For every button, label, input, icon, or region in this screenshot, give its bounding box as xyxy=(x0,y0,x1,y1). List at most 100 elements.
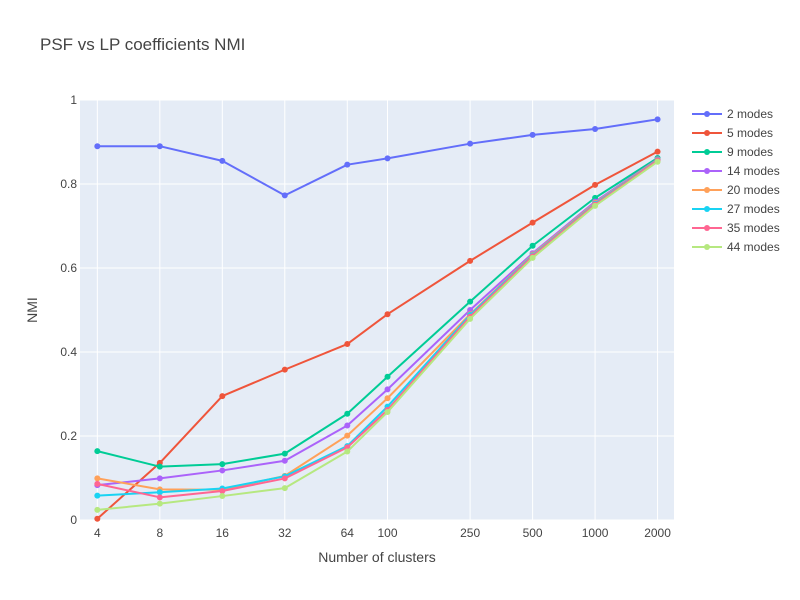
data-point xyxy=(344,410,351,417)
data-point xyxy=(344,432,351,439)
data-point xyxy=(94,475,101,482)
data-point xyxy=(94,492,101,499)
series-line xyxy=(97,159,659,499)
data-point xyxy=(94,448,101,455)
series-layer xyxy=(94,116,661,522)
data-point xyxy=(467,257,474,264)
legend-marker xyxy=(704,225,710,231)
legend-item[interactable]: 9 modes xyxy=(692,145,773,159)
data-point xyxy=(529,219,536,226)
y-axis-title: NMI xyxy=(24,297,40,323)
data-point xyxy=(384,386,391,393)
data-point xyxy=(281,475,288,482)
data-point xyxy=(467,140,474,147)
x-axis-title: Number of clusters xyxy=(318,549,435,565)
data-point xyxy=(156,475,163,482)
data-point xyxy=(467,315,474,322)
legend-label: 9 modes xyxy=(727,145,773,159)
legend-item[interactable]: 20 modes xyxy=(692,183,780,197)
data-point xyxy=(344,448,351,455)
data-point xyxy=(219,393,226,400)
data-point xyxy=(94,480,101,487)
legend-label: 27 modes xyxy=(727,202,780,216)
data-point xyxy=(344,422,351,429)
legend-item[interactable]: 27 modes xyxy=(692,202,780,216)
data-point xyxy=(94,506,101,513)
y-tick-label: 0.6 xyxy=(60,261,77,275)
data-point xyxy=(384,409,391,416)
x-tick-label: 1000 xyxy=(582,526,609,540)
data-point xyxy=(384,395,391,402)
data-point xyxy=(94,515,101,522)
series xyxy=(94,116,661,199)
legend-label: 20 modes xyxy=(727,183,780,197)
legend-item[interactable]: 44 modes xyxy=(692,240,780,254)
data-point xyxy=(156,143,163,150)
data-point xyxy=(156,494,163,501)
series-line xyxy=(97,157,659,468)
data-point xyxy=(384,311,391,318)
legend-item[interactable]: 5 modes xyxy=(692,126,773,140)
legend-marker xyxy=(704,168,710,174)
data-point xyxy=(219,461,226,468)
x-tick-label: 500 xyxy=(523,526,543,540)
data-point xyxy=(156,500,163,507)
y-tick-label: 0 xyxy=(70,513,77,527)
legend-label: 14 modes xyxy=(727,164,780,178)
x-tick-label: 8 xyxy=(156,526,163,540)
series-line xyxy=(97,160,659,511)
data-point xyxy=(529,242,536,249)
legend-label: 35 modes xyxy=(727,221,780,235)
legend-marker xyxy=(704,130,710,136)
data-point xyxy=(654,158,661,165)
data-point xyxy=(219,488,226,495)
series xyxy=(94,158,661,513)
y-tick-label: 0.4 xyxy=(60,345,77,359)
data-point xyxy=(384,155,391,162)
plot-area xyxy=(80,100,674,520)
legend-marker xyxy=(704,111,710,117)
data-point xyxy=(156,463,163,470)
legend-item[interactable]: 35 modes xyxy=(692,221,780,235)
data-point xyxy=(344,341,351,348)
x-tick-label: 64 xyxy=(341,526,355,540)
data-point xyxy=(467,298,474,305)
x-tick-label: 250 xyxy=(460,526,480,540)
legend: 2 modes 5 modes 9 modes 14 modes 20 modes 27 … xyxy=(692,107,780,254)
y-tick-label: 0.8 xyxy=(60,177,77,191)
data-point xyxy=(219,493,226,500)
series-line xyxy=(96,150,659,520)
legend-item[interactable]: 2 modes xyxy=(692,107,773,121)
data-point xyxy=(281,450,288,457)
y-axis-ticks: 0 0.2 0.4 0.6 0.8 1 xyxy=(60,93,77,527)
legend-marker xyxy=(704,187,710,193)
data-point xyxy=(281,192,288,199)
legend-marker xyxy=(704,206,710,212)
y-tick-label: 1 xyxy=(70,93,77,107)
legend-label: 5 modes xyxy=(727,126,773,140)
y-tick-label: 0.2 xyxy=(60,429,77,443)
data-point xyxy=(529,254,536,261)
legend-item[interactable]: 14 modes xyxy=(692,164,780,178)
data-point xyxy=(529,131,536,138)
data-point xyxy=(156,489,163,496)
chart-title: PSF vs LP coefficients NMI xyxy=(40,35,245,54)
data-point xyxy=(654,116,661,123)
x-tick-label: 32 xyxy=(278,526,292,540)
data-point xyxy=(384,373,391,380)
data-point xyxy=(281,457,288,464)
x-tick-label: 2000 xyxy=(644,526,671,540)
x-axis-ticks: 4 8 16 32 64 100 250 500 1000 2000 xyxy=(94,526,671,540)
legend-marker xyxy=(704,244,710,250)
data-point xyxy=(281,366,288,373)
data-point xyxy=(592,181,599,188)
legend-label: 44 modes xyxy=(727,240,780,254)
data-point xyxy=(94,143,101,150)
data-point xyxy=(592,202,599,209)
x-tick-label: 16 xyxy=(216,526,230,540)
data-point xyxy=(344,161,351,168)
legend-label: 2 modes xyxy=(727,107,773,121)
series xyxy=(94,154,661,470)
data-point xyxy=(281,485,288,492)
